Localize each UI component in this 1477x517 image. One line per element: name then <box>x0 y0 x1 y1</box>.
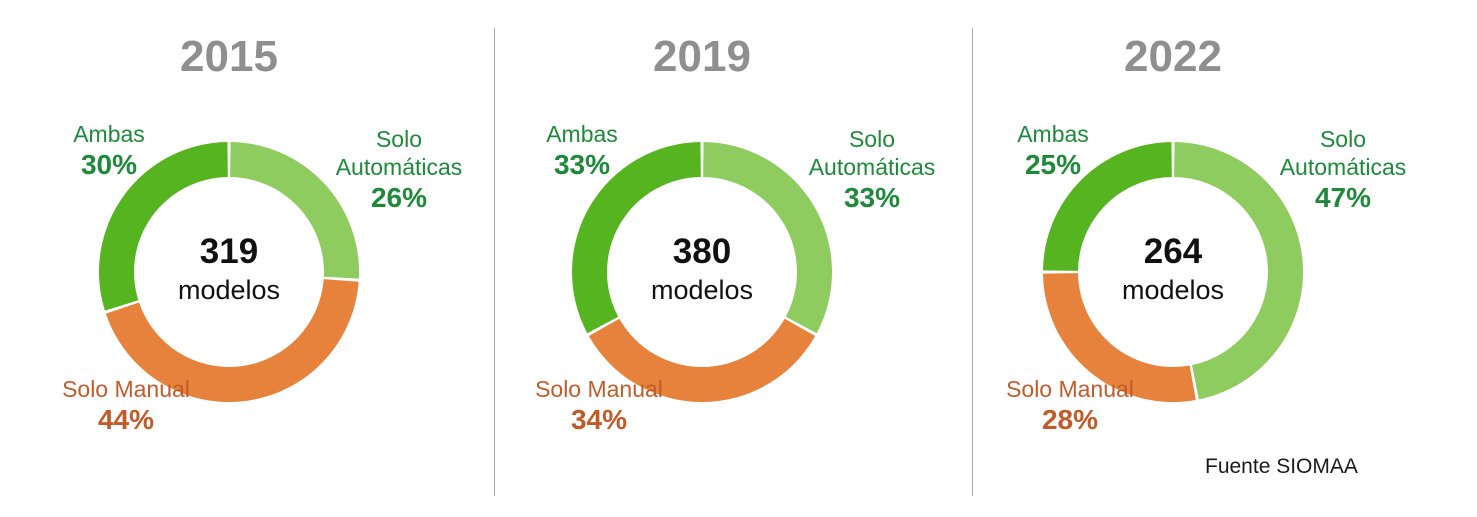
slice-percent: 25% <box>1024 149 1082 180</box>
total-models-value: 264 <box>1143 232 1203 271</box>
donut-slice-ambas <box>571 142 701 334</box>
donut-slice-ambas <box>98 142 228 311</box>
chart-title-year: 2022 <box>1124 32 1222 81</box>
donut-slice-solo-manual <box>105 279 359 402</box>
slice-name: Ambas <box>546 121 618 147</box>
donut-slice-solo-autom-ticas <box>230 142 359 279</box>
slice-percent: 33% <box>843 182 901 213</box>
chart-title-year: 2015 <box>180 32 278 81</box>
slice-percent: 47% <box>1314 182 1372 213</box>
donut-chart-2022: 2022 Ambas 25% Solo Automáticas 47% 264 … <box>944 20 1438 510</box>
slice-label-solo-automaticas: Solo Automáticas 33% <box>787 125 957 215</box>
slice-name: Solo Automáticas <box>808 126 936 180</box>
slice-percent: 28% <box>1041 404 1099 435</box>
slice-name: Ambas <box>73 121 145 147</box>
slice-name: Solo Manual <box>535 376 663 402</box>
donut-slice-solo-manual <box>588 318 816 403</box>
total-models-unit: modelos <box>177 275 281 305</box>
column-separator-1 <box>494 28 495 496</box>
donut-slice-solo-autom-ticas <box>1174 142 1303 400</box>
slice-percent: 44% <box>97 404 155 435</box>
donut-center-label: 380 modelos <box>602 232 802 308</box>
slice-percent: 33% <box>553 149 611 180</box>
slice-label-solo-automaticas: Solo Automáticas 47% <box>1258 125 1428 215</box>
slice-percent: 26% <box>370 182 428 213</box>
donut-center-label: 319 modelos <box>129 232 329 308</box>
donut-chart-2015: 2015 Ambas 30% Solo Automáticas 26% 319 … <box>0 20 494 510</box>
source-note: Fuente SIOMAA <box>1205 455 1358 478</box>
donut-slice-solo-autom-ticas <box>703 142 833 334</box>
total-models-value: 319 <box>199 232 259 271</box>
slice-label-ambas: Ambas 33% <box>502 120 662 182</box>
slice-name: Solo Manual <box>62 376 190 402</box>
slice-name: Solo Automáticas <box>1279 126 1407 180</box>
donut-slice-ambas <box>1043 142 1172 271</box>
slice-percent: 30% <box>80 149 138 180</box>
slice-label-ambas: Ambas 25% <box>973 120 1133 182</box>
slice-name: Solo Automáticas <box>335 126 463 180</box>
donut-ring <box>98 142 359 402</box>
slice-name: Solo Manual <box>1006 376 1134 402</box>
total-models-unit: modelos <box>1121 275 1225 305</box>
slice-label-solo-automaticas: Solo Automáticas 26% <box>314 125 484 215</box>
slice-label-solo-manual: Solo Manual 28% <box>985 375 1155 437</box>
donut-slice-solo-manual <box>1043 273 1196 403</box>
column-separator-2 <box>972 28 973 496</box>
slice-label-ambas: Ambas 30% <box>29 120 189 182</box>
slice-label-solo-manual: Solo Manual 44% <box>41 375 211 437</box>
total-models-value: 380 <box>672 232 732 271</box>
slice-label-solo-manual: Solo Manual 34% <box>514 375 684 437</box>
donut-chart-2019: 2019 Ambas 33% Solo Automáticas 33% 380 … <box>473 20 967 510</box>
slice-percent: 34% <box>570 404 628 435</box>
slice-name: Ambas <box>1017 121 1089 147</box>
donut-ring <box>571 142 833 403</box>
total-models-unit: modelos <box>650 275 754 305</box>
chart-title-year: 2019 <box>653 32 751 81</box>
donut-ring <box>1043 142 1303 403</box>
donut-center-label: 264 modelos <box>1073 232 1273 308</box>
